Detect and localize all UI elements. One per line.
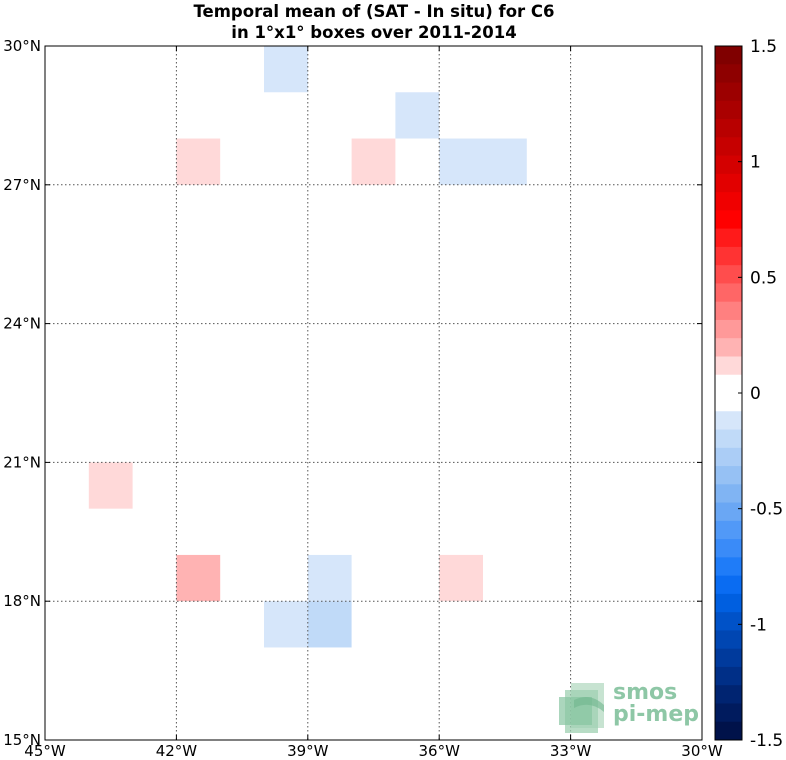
x-tick-label: 42°W — [156, 742, 198, 760]
data-cell — [439, 138, 483, 185]
data-cell — [395, 92, 440, 139]
colorbar-swatch — [715, 173, 742, 193]
x-axis: 45°W 42°W 39°W 36°W 33°W 30°W — [24, 46, 723, 760]
x-tick-label: 36°W — [418, 742, 460, 760]
colorbar-swatch — [715, 685, 742, 704]
data-cell — [307, 554, 352, 602]
grid-layer — [45, 46, 702, 740]
colorbar-swatches — [715, 46, 742, 741]
colorbar-swatch — [715, 283, 742, 303]
colorbar-tick-label: -1 — [750, 615, 767, 635]
colorbar-swatch — [715, 484, 742, 504]
y-tick-label: 24°N — [3, 315, 41, 333]
data-cell — [88, 462, 133, 509]
data-cell — [264, 46, 308, 93]
colorbar-swatch — [715, 301, 742, 321]
colorbar-swatch — [715, 429, 742, 449]
colorbar-swatch — [715, 502, 742, 522]
colorbar-tick-label: -0.5 — [750, 500, 783, 520]
colorbar-swatch — [715, 539, 742, 558]
y-tick-label: 27°N — [3, 176, 41, 194]
colorbar-swatch — [715, 447, 742, 467]
colorbar-swatch — [715, 612, 742, 631]
colorbar-swatch — [715, 557, 742, 577]
colorbar-swatch — [715, 466, 742, 485]
colorbar-swatch — [715, 721, 742, 741]
plot-frame — [44, 45, 703, 741]
x-tick-label: 33°W — [550, 742, 592, 760]
colorbar-swatch — [715, 356, 742, 376]
logo-text-smos: smos — [613, 680, 677, 705]
logo-text-pi-mep: pi-mep — [613, 702, 699, 727]
y-tick-label: 21°N — [3, 453, 41, 471]
colorbar-ticks: 1.5 1 0.5 0 -0.5 -1 -1.5 — [738, 37, 783, 751]
data-cell — [307, 601, 352, 648]
colorbar-tick-label: 1.5 — [750, 37, 777, 57]
colorbar-swatch — [715, 210, 742, 230]
colorbar-swatch — [715, 703, 742, 723]
colorbar-swatch — [715, 228, 742, 248]
y-axis: 30°N 27°N 24°N 21°N 18°N 15°N — [3, 37, 702, 749]
colorbar-tick-label: 0 — [750, 384, 761, 404]
colorbar-tick-label: -1.5 — [750, 731, 783, 751]
cells-layer — [88, 46, 527, 648]
colorbar-swatch — [715, 246, 742, 266]
colorbar-swatch — [715, 46, 742, 65]
data-cell — [264, 601, 308, 648]
chart-title-line2: in 1°x1° boxes over 2011-2014 — [231, 23, 516, 42]
y-tick-label: 30°N — [3, 37, 41, 55]
data-cell — [176, 138, 221, 185]
plot-area: smos pi-mep — [44, 45, 703, 741]
smos-pi-mep-logo: smos pi-mep — [559, 680, 699, 733]
x-tick-label: 30°W — [681, 742, 723, 760]
y-tick-label: 18°N — [3, 592, 41, 610]
colorbar-swatch — [715, 155, 742, 175]
colorbar-swatch — [715, 630, 742, 650]
data-cell — [176, 554, 221, 602]
colorbar-swatch — [715, 575, 742, 595]
colorbar-tick-label: 0.5 — [750, 268, 777, 288]
data-cell — [351, 138, 396, 185]
colorbar-swatch — [715, 100, 742, 120]
colorbar-swatch — [715, 520, 742, 540]
colorbar-swatch — [715, 82, 742, 102]
colorbar-swatch — [715, 338, 742, 357]
data-cell — [483, 138, 527, 185]
colorbar-swatch — [715, 319, 742, 339]
colorbar-tick-label: 1 — [750, 153, 761, 173]
colorbar: 1.5 1 0.5 0 -0.5 -1 -1.5 — [714, 37, 783, 751]
colorbar-swatch — [715, 393, 742, 412]
x-tick-label: 39°W — [287, 742, 329, 760]
colorbar-swatch — [715, 648, 742, 668]
colorbar-swatch — [715, 593, 742, 613]
y-tick-label: 15°N — [3, 731, 41, 749]
x-tick-label: 45°W — [24, 742, 66, 760]
colorbar-swatch — [715, 411, 742, 431]
logo-icon — [559, 683, 604, 733]
colorbar-swatch — [715, 137, 742, 157]
colorbar-swatch — [715, 374, 742, 394]
colorbar-swatch — [715, 666, 742, 686]
colorbar-swatch — [715, 119, 742, 138]
chart-title-line1: Temporal mean of (SAT - In situ) for C6 — [193, 2, 554, 21]
colorbar-swatch — [715, 64, 742, 84]
colorbar-swatch — [715, 265, 742, 284]
data-cell — [439, 554, 483, 602]
colorbar-swatch — [715, 192, 742, 211]
